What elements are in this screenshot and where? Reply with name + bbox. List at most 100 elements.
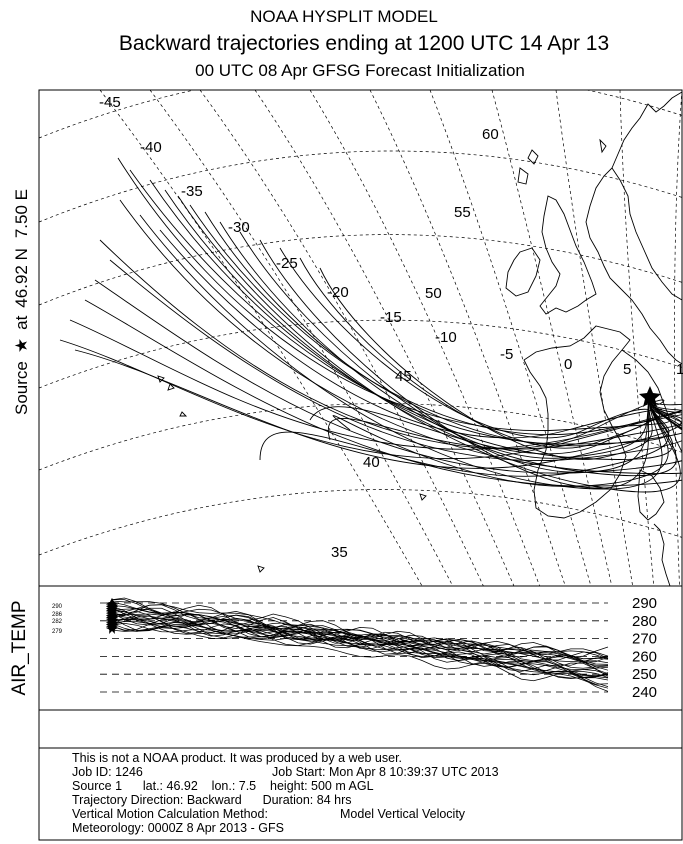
lat-label-35: 35 (331, 544, 348, 561)
meridian-line (369, 90, 566, 586)
start-label-290: 290 (52, 604, 63, 610)
air-temp-tick-label: 270 (632, 631, 657, 648)
meridian-line (674, 90, 682, 586)
air-temp-lines (111, 597, 609, 692)
lon-label-m25: -25 (276, 255, 298, 272)
air-temp-line (111, 604, 609, 664)
start-label-282: 282 (52, 619, 63, 625)
trajectory-lines (59, 157, 682, 493)
air-temp-line (111, 613, 609, 687)
lon-label-5: 5 (623, 361, 631, 378)
air-temp-tick-label: 250 (632, 666, 657, 683)
source-star-marker (639, 386, 661, 407)
chart-title-line2: Backward trajectories ending at 1200 UTC… (119, 32, 609, 55)
footer-job-id: Job ID: 1246 (72, 765, 143, 779)
lon-label-m35: -35 (181, 183, 203, 200)
parallel-line (39, 90, 682, 139)
air-temp-tick-label: 290 (632, 595, 657, 612)
lon-label-m40: -40 (140, 139, 162, 156)
footer-meteorology: Meteorology: 0000Z 8 Apr 2013 - GFS (72, 821, 284, 835)
trajectory-line (299, 257, 651, 449)
footer-vertical-method: Vertical Motion Calculation Method: (72, 807, 268, 821)
meridian-line (99, 90, 423, 586)
lat-label-60: 60 (482, 126, 499, 143)
source-label-lat: 46.92 N (12, 248, 31, 308)
air-temp-tick-label: 240 (632, 684, 657, 701)
graticule (39, 90, 682, 586)
chart-title-line1: NOAA HYSPLIT MODEL (250, 7, 438, 26)
empty-panel (38, 709, 683, 749)
air-temp-line (111, 618, 609, 660)
trajectory-line (139, 214, 663, 490)
trajectory-line (119, 199, 682, 475)
source-label-at: at (12, 315, 31, 329)
chart-title-line3: 00 UTC 08 Apr GFSG Forecast Initializati… (195, 61, 525, 80)
air-temp-line (111, 597, 609, 689)
footer: This is not a NOAA product. It was produ… (38, 747, 683, 841)
meridian-line (491, 90, 613, 586)
footer-direction: Trajectory Direction: Backward Duration:… (72, 793, 352, 807)
air-temp-line (111, 623, 609, 679)
trajectory-line (159, 229, 662, 439)
lat-label-55: 55 (454, 204, 471, 221)
air-temp-line (111, 605, 609, 669)
footer-disclaimer: This is not a NOAA product. It was produ… (72, 751, 402, 765)
parallel-line (39, 150, 682, 223)
air-temp-tick-label: 260 (632, 648, 657, 665)
lat-label-40: 40 (363, 454, 380, 471)
trajectory-line (239, 231, 651, 473)
lon-label-m45: -45 (99, 94, 121, 111)
air-temp-start-markers (106, 598, 118, 634)
coastline (157, 91, 682, 586)
trajectory-line (94, 279, 682, 474)
meridian-line (199, 90, 484, 586)
lat-label-45: 45 (395, 368, 412, 385)
map-frame (38, 89, 683, 587)
air-temp-tick-label: 280 (632, 613, 657, 630)
meridian-line (555, 90, 634, 586)
trajectory-line (279, 247, 651, 439)
parallel-line (39, 234, 682, 306)
meridian-line (309, 90, 541, 586)
air-temp-line (111, 604, 609, 666)
trajectory-line (189, 204, 682, 435)
lon-label-m20: -20 (327, 284, 349, 301)
footer-frame (38, 747, 683, 841)
meridian-line (619, 90, 655, 586)
start-label-286: 286 (52, 612, 63, 618)
svg-text:Source★at46.92 N7.50 E: Source ★ at 46.92 N 7.50 E (12, 189, 31, 415)
lon-label-m10: -10 (435, 329, 457, 346)
air-temp-gridlines (100, 602, 608, 693)
lon-label-m30: -30 (228, 219, 250, 236)
trajectory-line (84, 299, 682, 487)
air-temp-ylabel: AIR_TEMP (9, 600, 30, 695)
parallel-line (39, 403, 682, 471)
air-temp-line (112, 599, 609, 675)
lat-label-50: 50 (425, 285, 442, 302)
trajectory-line (69, 319, 682, 450)
trajectory-line (59, 339, 682, 459)
lon-label-10: 1 (676, 361, 683, 378)
trajectory-line (177, 195, 681, 493)
trajectory-line (259, 239, 651, 489)
trajectory-line (319, 267, 653, 460)
trajectory-line (327, 395, 665, 449)
lon-label-m15: -15 (380, 309, 402, 326)
trajectory-line (259, 395, 670, 477)
trajectory-map: -45 -40 -35 -30 -25 -20 -15 -10 -5 0 5 1… (38, 89, 683, 587)
start-label-279: 279 (52, 629, 63, 635)
air-temp-start-star (106, 619, 118, 631)
meridian-line (149, 90, 454, 586)
trajectory-line (219, 221, 651, 459)
source-star-icon: ★ (12, 338, 31, 353)
air-temp-start-star (106, 622, 118, 634)
parallel-line (39, 489, 682, 556)
source-label-prefix: Source (12, 361, 31, 415)
footer-job-start: Job Start: Mon Apr 8 10:39:37 UTC 2013 (272, 765, 499, 779)
meridian-line (254, 90, 515, 586)
air-temp-line (111, 615, 609, 678)
meridian-line (429, 90, 592, 586)
trajectory-line (309, 395, 660, 455)
air-temp-line (111, 622, 609, 657)
